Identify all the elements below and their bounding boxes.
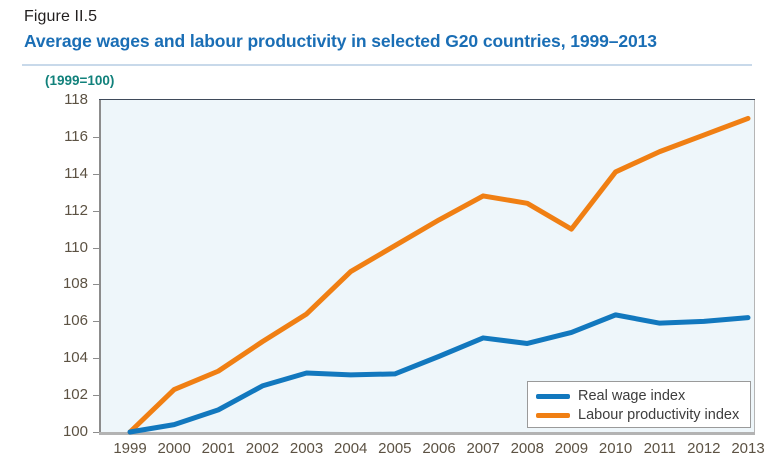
plot-right-border <box>754 100 755 433</box>
y-tick-label: 112 <box>64 201 88 219</box>
x-tick-label: 2013 <box>731 440 765 457</box>
chart-legend: Real wage index Labour productivity inde… <box>527 381 751 428</box>
figure-number: Figure II.5 <box>24 8 98 25</box>
y-tick-label: 104 <box>62 349 88 367</box>
y-tick-label: 108 <box>62 275 88 293</box>
x-tick-label: 2003 <box>289 440 324 457</box>
figure-title: Average wages and labour productivity in… <box>24 31 657 51</box>
y-tick-label: 102 <box>62 386 88 404</box>
plot-top-border <box>99 99 755 100</box>
legend-swatch-real-wage <box>536 394 570 399</box>
title-divider <box>22 64 752 66</box>
y-axis-labels: 100 102 104 106 108 110 112 114 116 118 <box>14 0 88 473</box>
x-tick-label: 2000 <box>157 440 191 457</box>
x-tick-label: 2005 <box>378 440 412 457</box>
x-tick-label: 2007 <box>466 440 500 457</box>
unit-note: (1999=100) <box>45 73 115 88</box>
y-tick-mark <box>93 137 99 138</box>
x-tick-label: 2010 <box>598 440 633 457</box>
x-tick-label: 2001 <box>201 440 235 457</box>
x-tick-label: 2004 <box>334 440 368 457</box>
legend-label-labour-productivity: Labour productivity index <box>578 407 740 424</box>
legend-item-labour-productivity: Labour productivity index <box>536 406 742 425</box>
y-axis-line <box>99 100 101 433</box>
y-tick-label: 118 <box>64 91 88 108</box>
x-tick-label: 2008 <box>510 440 544 457</box>
x-tick-label: 2002 <box>245 440 280 457</box>
y-tick-label: 116 <box>64 127 88 145</box>
legend-label-real-wage: Real wage index <box>578 388 686 405</box>
x-tick-label: 2006 <box>422 440 456 457</box>
x-tick-label: 1999 <box>113 440 147 457</box>
y-tick-mark <box>93 174 99 175</box>
y-tick-mark <box>93 211 99 212</box>
y-tick-label: 110 <box>64 238 88 256</box>
y-tick-mark <box>93 284 99 285</box>
legend-swatch-labour-productivity <box>536 413 570 418</box>
y-tick-label: 106 <box>62 312 88 330</box>
x-tick-label: 2009 <box>554 440 589 457</box>
y-tick-label: 114 <box>64 164 88 182</box>
x-tick-label: 2011 <box>643 440 676 457</box>
x-axis-line <box>99 432 755 435</box>
x-tick-label: 2012 <box>687 440 721 457</box>
legend-item-real-wage: Real wage index <box>536 387 742 406</box>
y-tick-mark <box>93 432 99 433</box>
y-tick-mark <box>93 248 99 249</box>
y-tick-mark <box>93 358 99 359</box>
y-tick-mark <box>93 395 99 396</box>
y-tick-label: 100 <box>62 423 88 440</box>
y-tick-mark <box>93 321 99 322</box>
